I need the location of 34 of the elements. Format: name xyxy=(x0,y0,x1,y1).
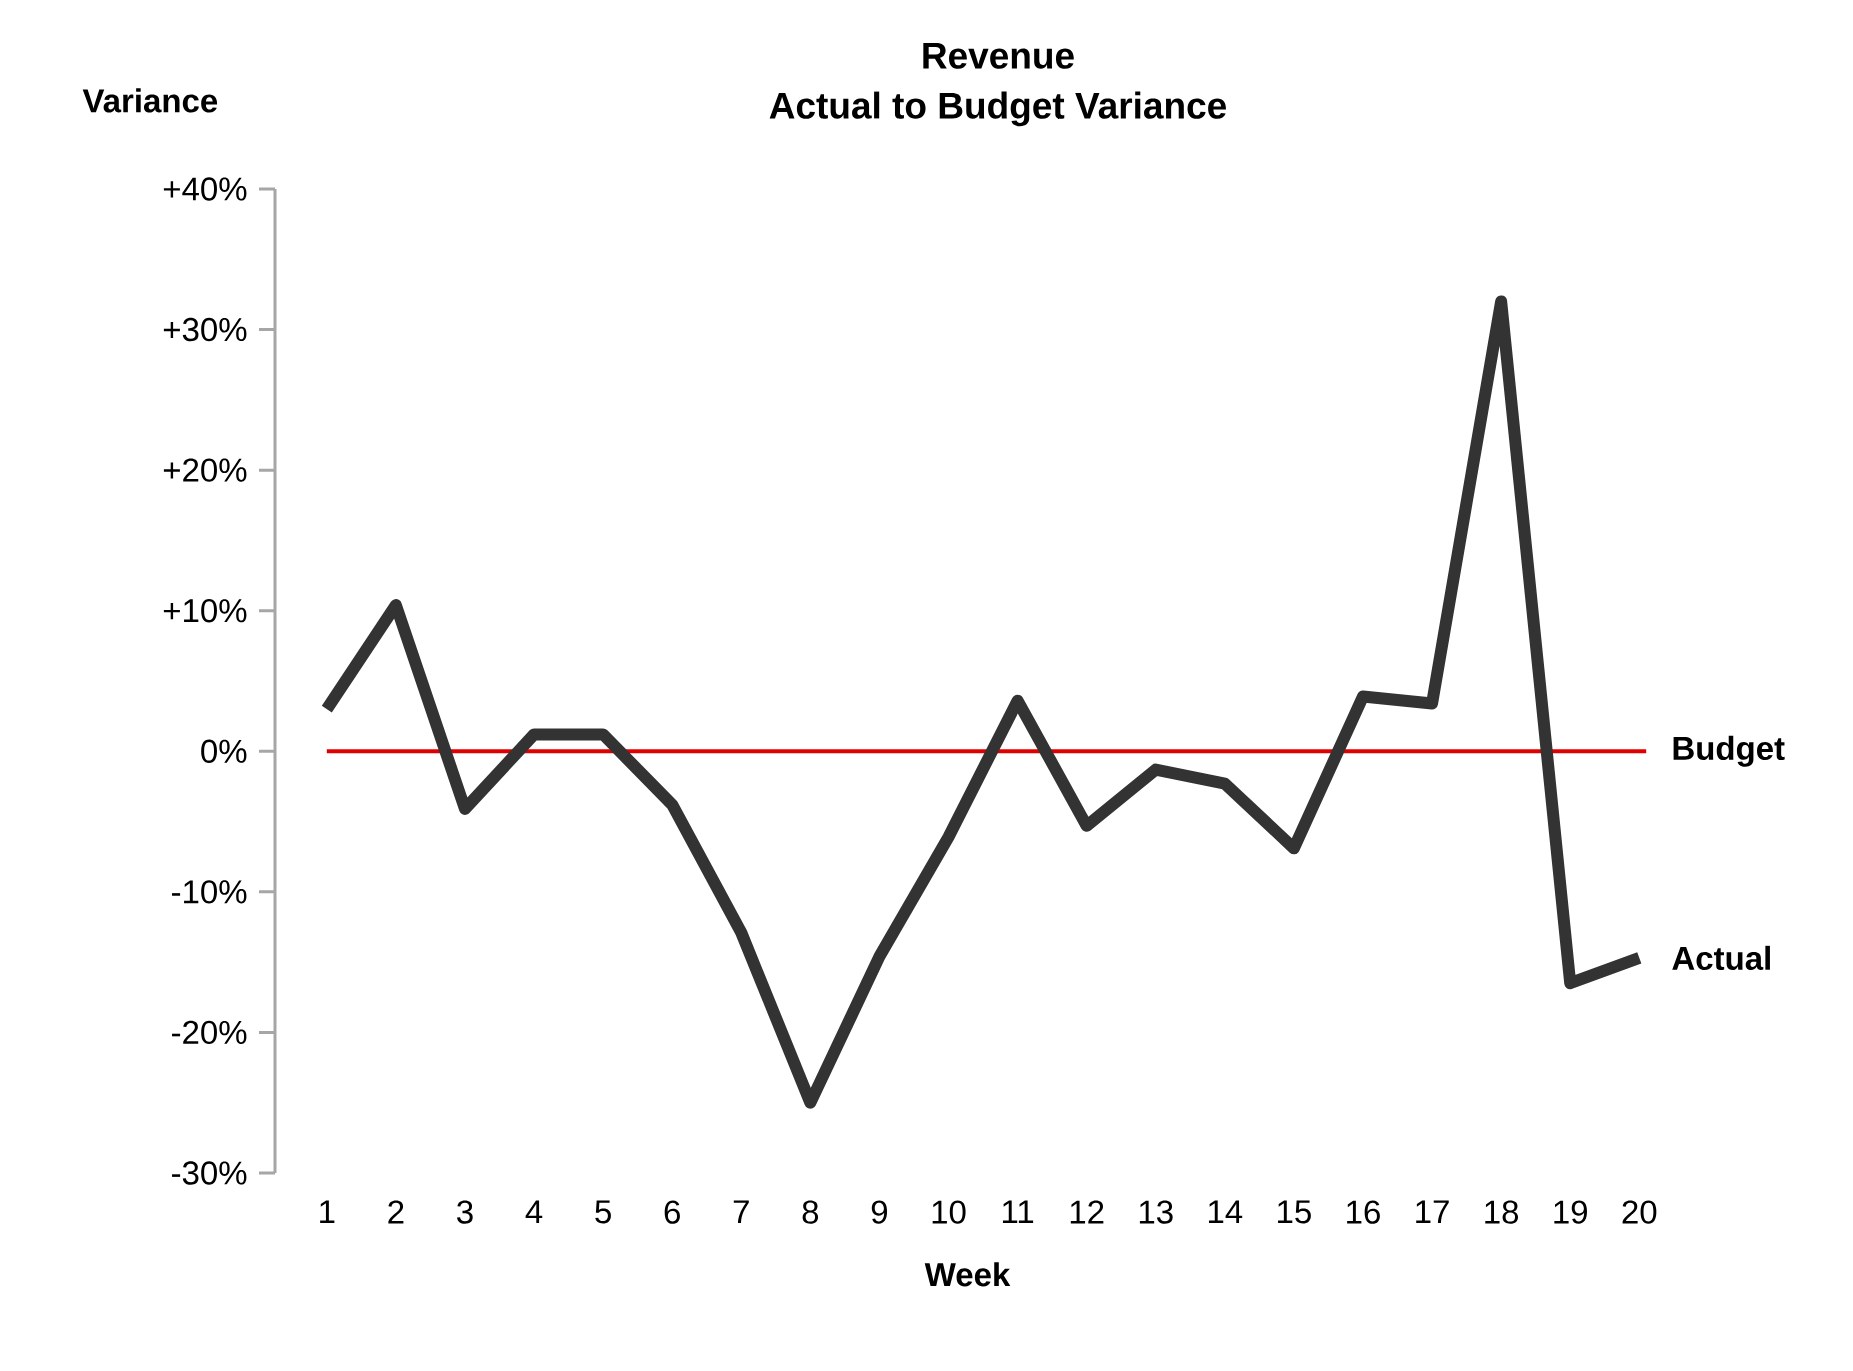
x-tick-label: 17 xyxy=(1416,1200,1449,1224)
x-tick-label: 7 xyxy=(733,1200,749,1224)
y-tick-label: +30% xyxy=(163,317,247,342)
x-tick-label: 12 xyxy=(1070,1200,1104,1224)
x-tick-label: 8 xyxy=(802,1200,819,1224)
x-tick-label: 4 xyxy=(525,1200,543,1224)
x-tick-label: 9 xyxy=(871,1200,888,1224)
y-tick-label: +10% xyxy=(163,599,247,623)
x-tick-label: 14 xyxy=(1208,1200,1243,1224)
x-tick-label: 6 xyxy=(664,1200,680,1224)
x-tick-label: 19 xyxy=(1554,1200,1587,1224)
y-tick-label: +40% xyxy=(163,177,247,201)
x-tick-label: 3 xyxy=(457,1200,473,1224)
x-tick-label: 16 xyxy=(1347,1200,1380,1224)
x-tick-label: 10 xyxy=(932,1200,966,1224)
x-tick-label: 2 xyxy=(388,1200,404,1224)
chart-title: Revenue xyxy=(923,42,1074,69)
x-tick-label: 15 xyxy=(1278,1200,1311,1224)
x-tick-label: 20 xyxy=(1622,1200,1657,1224)
x-axis-title: Week xyxy=(924,1262,1011,1287)
x-tick-label: 13 xyxy=(1139,1200,1173,1224)
ref-line-label: Budget xyxy=(1673,735,1785,767)
y-tick-label: -20% xyxy=(172,1020,247,1045)
y-axis-title: Variance xyxy=(82,88,218,113)
x-tick-label: 5 xyxy=(595,1200,611,1224)
y-tick-label: -10% xyxy=(172,880,247,904)
x-tick-label: 11 xyxy=(1002,1200,1034,1224)
y-tick-label: 0% xyxy=(201,739,247,763)
x-tick-label: 1 xyxy=(320,1200,335,1224)
x-tick-label: 18 xyxy=(1485,1200,1519,1224)
series-label: Actual xyxy=(1672,945,1770,971)
chart-subtitle: Actual to Budget Variance xyxy=(769,91,1226,127)
y-tick-label: +20% xyxy=(163,458,247,482)
y-tick-label: -30% xyxy=(172,1161,247,1185)
